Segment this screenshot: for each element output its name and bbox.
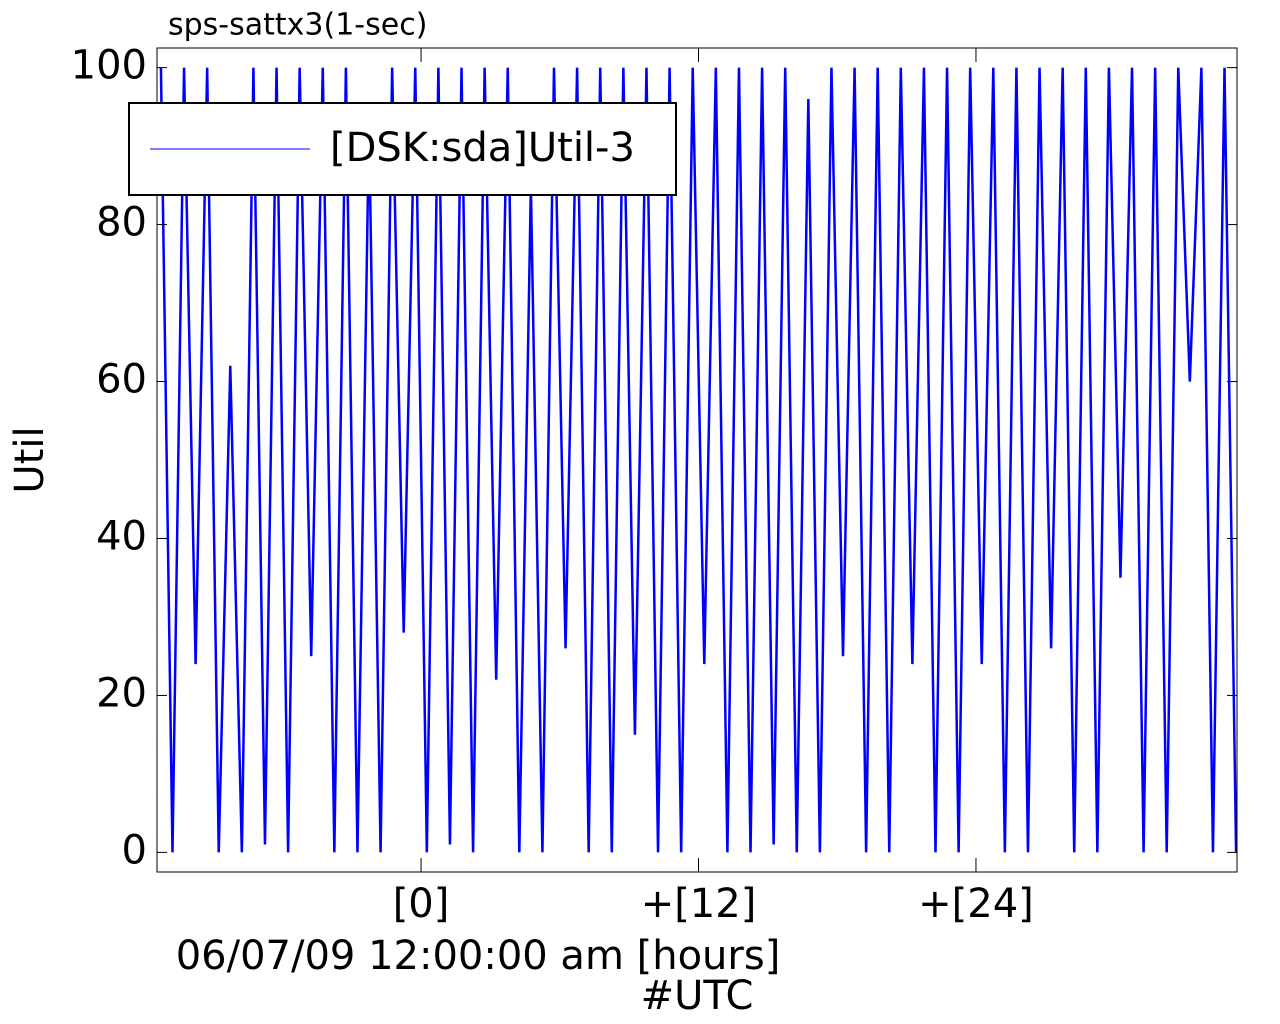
- legend-label: [DSK:sda]Util-3: [330, 125, 635, 171]
- x-tick-label: [0]: [393, 881, 450, 927]
- y-tick-label: 100: [71, 43, 147, 89]
- x-axis-label: 06/07/09 12:00:00 am [hours]: [176, 933, 781, 979]
- plot-frame: [156, 47, 1238, 873]
- data-line: [159, 67, 1238, 853]
- x-tick-label: +[24]: [918, 881, 1034, 927]
- y-tick-label: 0: [122, 827, 147, 873]
- y-tick-label: 40: [96, 513, 147, 559]
- y-tick-label: 20: [96, 670, 147, 716]
- chart-title: sps-sattx3(1-sec): [168, 8, 427, 43]
- x-axis-sublabel: #UTC: [641, 973, 754, 1019]
- y-axis-label: Util: [7, 426, 53, 493]
- x-tick-label: +[12]: [641, 881, 757, 927]
- y-tick-label: 60: [96, 357, 147, 403]
- y-tick-label: 80: [96, 200, 147, 246]
